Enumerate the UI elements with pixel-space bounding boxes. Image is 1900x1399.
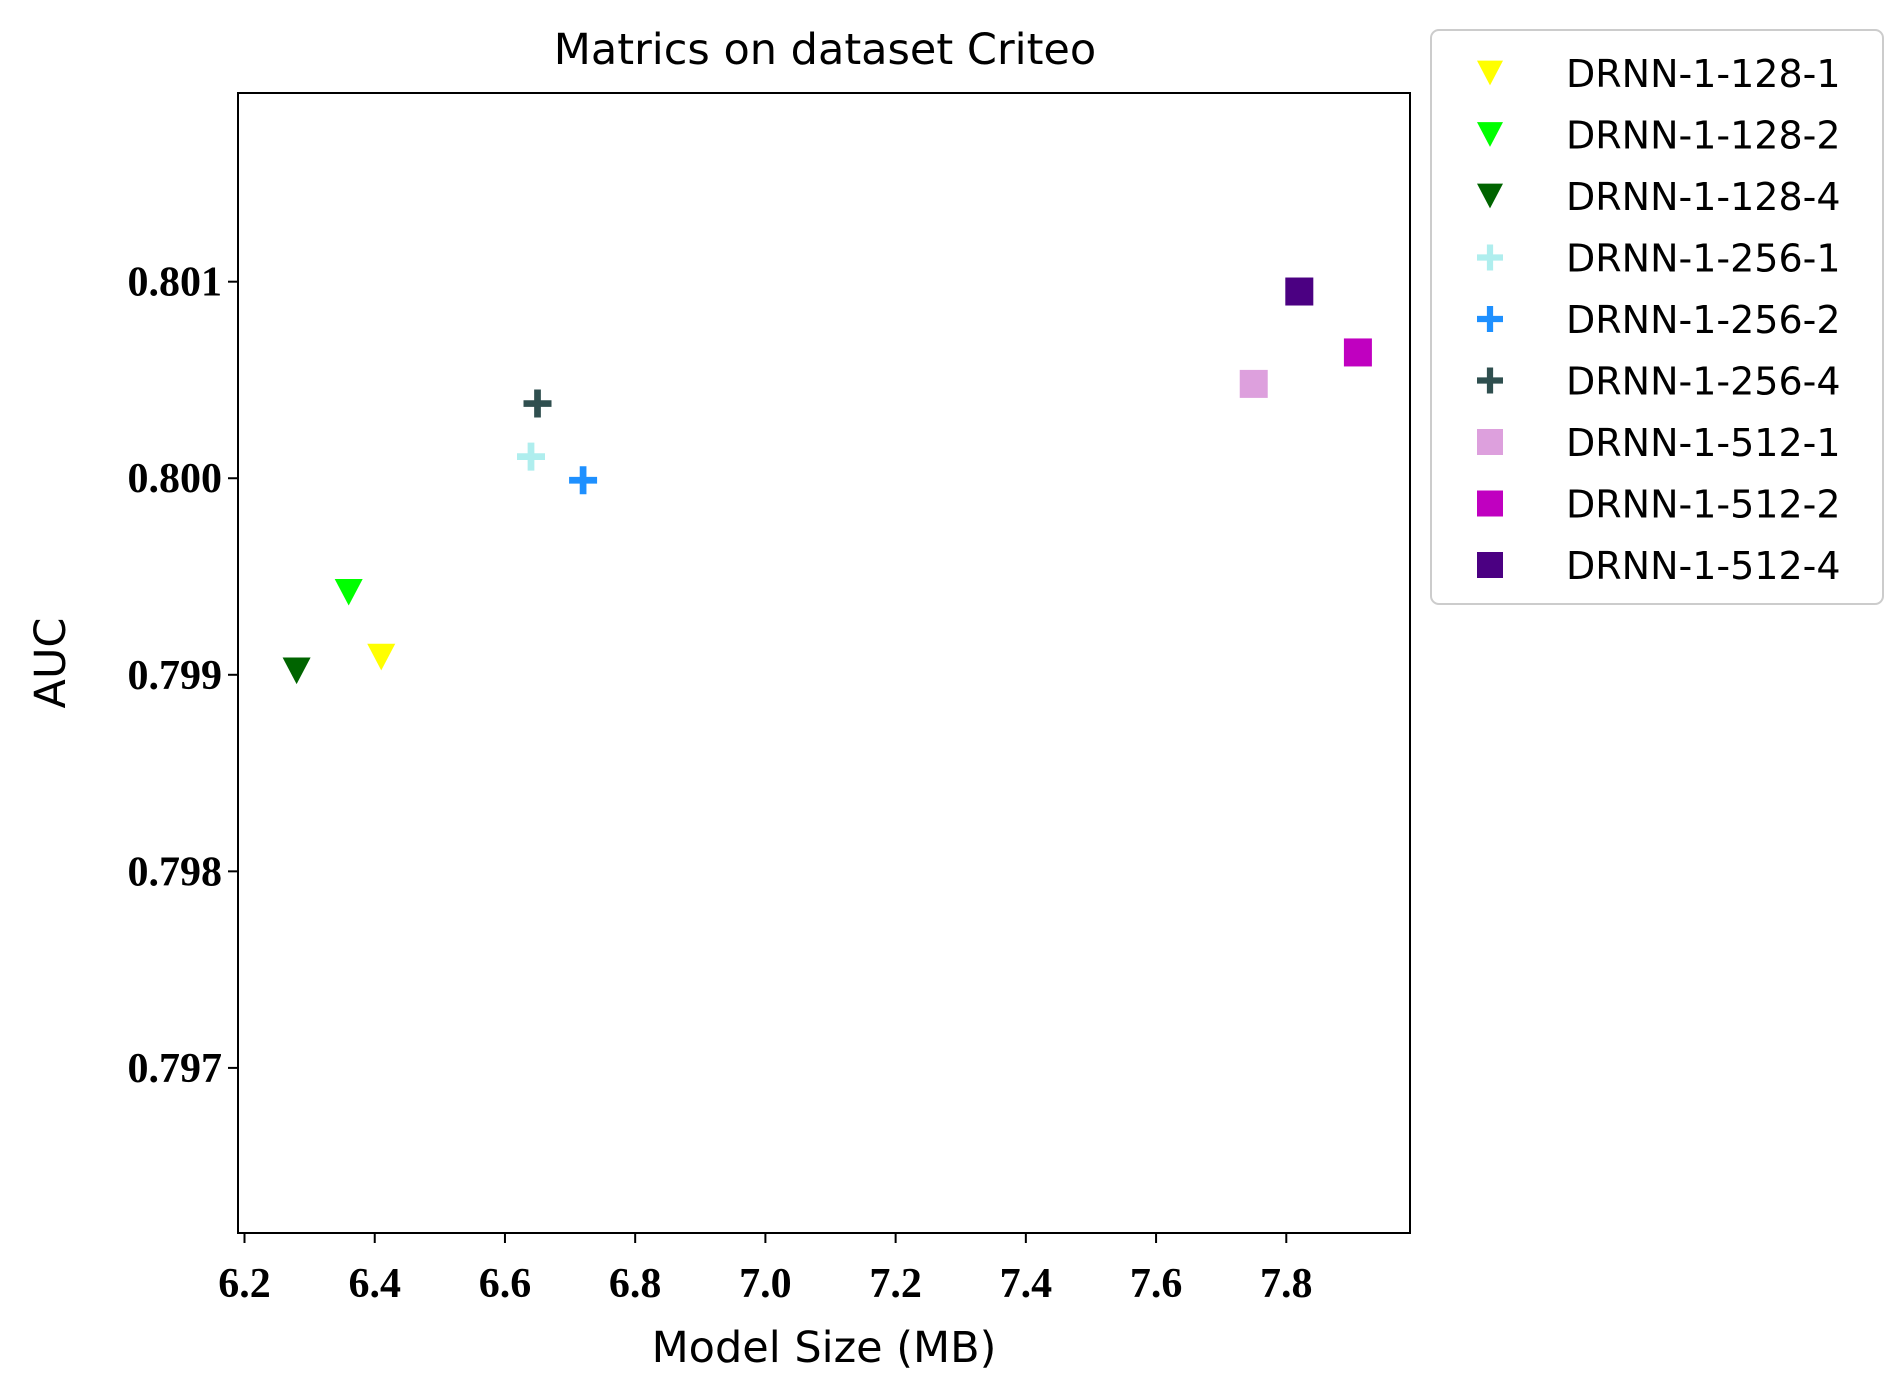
legend-label: DRNN-1-128-4: [1566, 175, 1841, 219]
x-tick-label: 7.6: [1130, 1261, 1183, 1307]
x-tick-label: 7.0: [739, 1261, 792, 1307]
legend-marker: [1477, 429, 1503, 455]
x-tick-label: 7.4: [1000, 1261, 1053, 1307]
legend: DRNN-1-128-1 DRNN-1-128-2 DRNN-1-128-4 DRNN…: [1430, 29, 1884, 605]
y-tick-label: 0.799: [128, 653, 223, 699]
legend-label: DRNN-1-256-2: [1566, 298, 1841, 342]
legend-label: DRNN-1-256-4: [1566, 360, 1841, 404]
legend-marker: [1477, 306, 1503, 332]
legend-label: DRNN-1-256-1: [1566, 237, 1841, 281]
y-tick-label: 0.798: [128, 849, 223, 895]
data-point: [334, 578, 363, 606]
legend-label: DRNN-1-512-2: [1566, 483, 1841, 527]
x-tick-label: 6.4: [348, 1261, 401, 1307]
chart-title: Matrics on dataset Criteo: [554, 25, 1096, 75]
x-tick-label: 6.8: [609, 1261, 662, 1307]
plot-area: [237, 92, 1411, 1234]
x-tick-label: 6.6: [479, 1261, 532, 1307]
y-axis: 0.797 0.798 0.799 0.800 0.801: [128, 260, 238, 1092]
data-point: [517, 442, 545, 471]
legend-marker: [1477, 490, 1503, 517]
legend-marker: [1477, 122, 1503, 147]
x-tick-label: 7.2: [869, 1261, 922, 1307]
data-point: [1285, 277, 1314, 306]
legend-marker: [1477, 183, 1503, 209]
x-axis: 6.2 6.4 6.6 6.8 7.0 7.2 7.4 7.6 7.8: [218, 1233, 1313, 1307]
legend-marker: [1477, 244, 1503, 271]
x-tick-label: 6.2: [218, 1261, 271, 1307]
legend-marker: [1477, 552, 1503, 578]
y-tick-label: 0.801: [128, 260, 223, 306]
data-point: [367, 643, 396, 671]
legend-label: DRNN-1-128-1: [1566, 52, 1841, 96]
data-point: [1239, 369, 1268, 398]
y-tick-label: 0.797: [128, 1046, 223, 1092]
legend-marker: [1477, 367, 1503, 394]
y-axis-label: AUC: [26, 618, 76, 709]
data-point: [523, 389, 552, 418]
legend-label: DRNN-1-512-1: [1566, 421, 1841, 465]
y-tick-label: 0.800: [128, 456, 223, 502]
x-axis-label: Model Size (MB): [652, 1323, 997, 1373]
legend-marker: [1477, 60, 1503, 86]
data-point: [569, 466, 598, 495]
x-tick-label: 7.8: [1260, 1261, 1313, 1307]
legend-box: [1430, 29, 1884, 605]
data-point: [282, 657, 311, 685]
data-point: [1343, 338, 1372, 367]
legend-label: DRNN-1-512-4: [1566, 544, 1841, 588]
data-points: [282, 277, 1372, 685]
legend-label: DRNN-1-128-2: [1566, 114, 1841, 158]
